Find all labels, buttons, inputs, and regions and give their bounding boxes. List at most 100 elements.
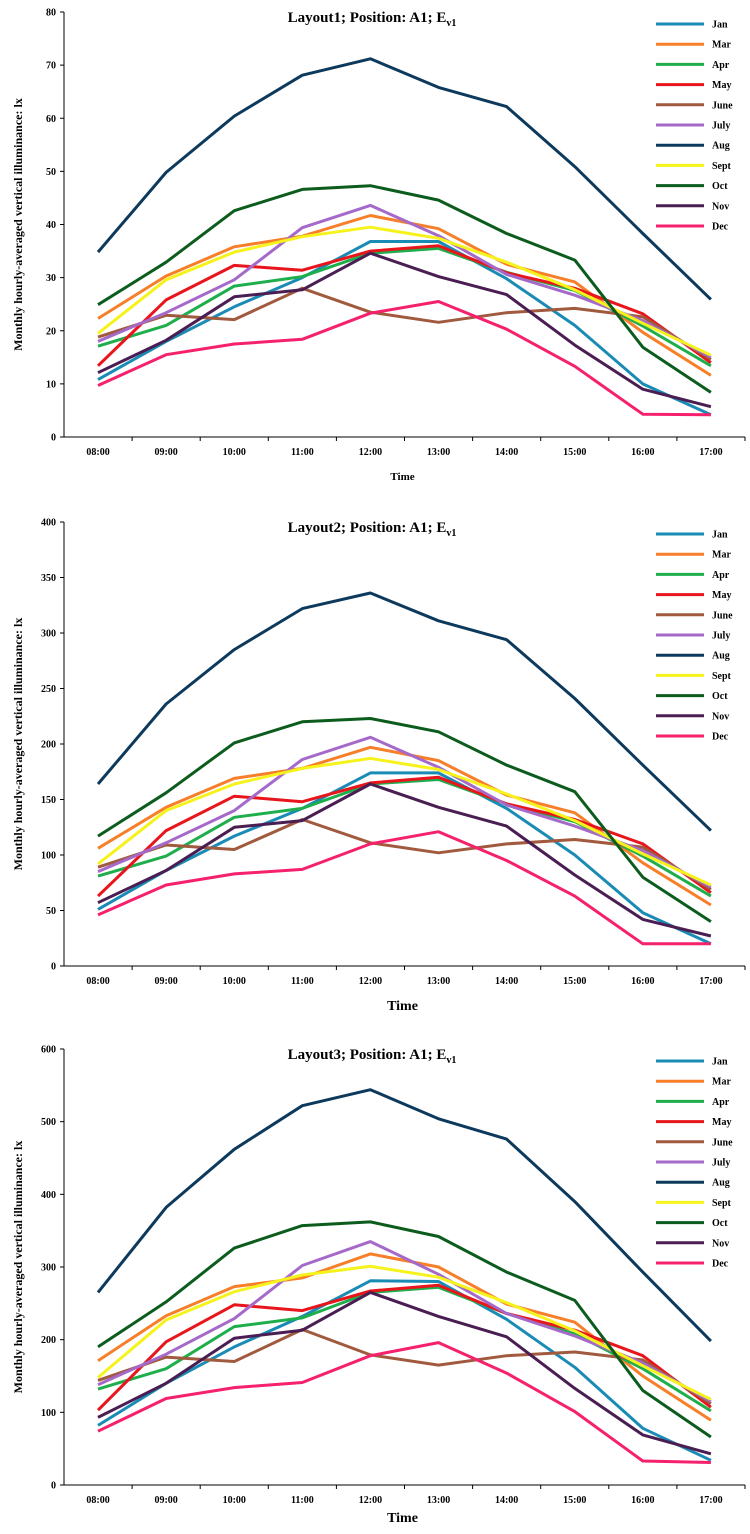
y-tick-label: 200: [41, 1335, 56, 1346]
x-tick-label: 14:00: [495, 976, 518, 987]
y-tick-label: 100: [41, 1408, 56, 1419]
series-line-oct: [97, 717, 712, 923]
series-line-dec: [97, 1341, 711, 1464]
legend-label-jan: Jan: [712, 530, 728, 541]
series-line-oct: [97, 184, 712, 394]
y-tick-label: 70: [46, 61, 56, 72]
series-line-aug: [96, 57, 712, 301]
series-line-aug: [96, 591, 712, 832]
y-tick-label: 300: [41, 1263, 56, 1274]
x-tick-label: 08:00: [86, 1495, 109, 1506]
x-tick-label: 11:00: [291, 1495, 314, 1506]
y-tick-label: 500: [41, 1117, 56, 1128]
legend-label-june: June: [712, 100, 733, 111]
y-tick-label: 250: [41, 684, 56, 695]
legend-label-may: May: [712, 590, 731, 601]
y-axis-label: Monthly hourly-averaged vertical illumin…: [11, 618, 25, 871]
legend-label-dec: Dec: [712, 222, 729, 233]
legend-label-oct: Oct: [712, 691, 728, 702]
legend-label-apr: Apr: [712, 1097, 730, 1108]
legend-label-june: June: [712, 1137, 733, 1148]
series-line-may: [96, 244, 712, 367]
x-tick-label: 08:00: [86, 976, 109, 987]
y-tick-label: 50: [46, 167, 56, 178]
legend-label-may: May: [712, 1117, 731, 1128]
legend-label-sept: Sept: [712, 161, 732, 172]
legend-label-july: July: [712, 121, 730, 132]
legend-label-may: May: [712, 80, 731, 91]
series-line-sept: [97, 1264, 712, 1401]
series-line-may: [96, 775, 712, 898]
series-line-dec: [97, 300, 711, 417]
y-tick-label: 80: [46, 8, 56, 19]
x-tick-label: 16:00: [631, 447, 654, 458]
y-tick-label: 10: [46, 379, 56, 390]
y-tick-label: 400: [41, 518, 56, 529]
y-tick-label: 600: [41, 1045, 56, 1056]
x-tick-label: 15:00: [563, 1495, 586, 1506]
legend-label-dec: Dec: [712, 732, 729, 743]
y-tick-label: 400: [41, 1190, 56, 1201]
x-tick-label: 13:00: [427, 447, 450, 458]
legend-label-jan: Jan: [712, 20, 728, 31]
y-tick-label: 0: [51, 1481, 56, 1492]
x-tick-label: 17:00: [699, 976, 722, 987]
x-axis-label: Time: [387, 1511, 418, 1526]
x-axis-label: Time: [387, 999, 418, 1014]
chart-title: Layout2; Position: A1; Ev1: [288, 520, 457, 539]
y-tick-label: 200: [41, 740, 56, 751]
legend-label-nov: Nov: [712, 201, 729, 212]
series-line-jan: [97, 240, 712, 417]
legend-label-july: July: [712, 631, 730, 642]
y-tick-label: 0: [51, 962, 56, 973]
y-tick-label: 350: [41, 573, 56, 584]
legend-label-oct: Oct: [712, 181, 728, 192]
chart-title: Layout1; Position: A1; Ev1: [288, 10, 457, 29]
legend-label-aug: Aug: [712, 1178, 730, 1189]
legend-label-apr: Apr: [712, 570, 730, 581]
y-tick-label: 100: [41, 851, 56, 862]
y-tick-label: 300: [41, 629, 56, 640]
x-tick-label: 16:00: [631, 1495, 654, 1506]
y-tick-label: 0: [51, 433, 56, 444]
x-tick-label: 14:00: [495, 447, 518, 458]
legend-label-oct: Oct: [712, 1218, 728, 1229]
chart-3: 0 100 200 300 400 500 600 08:00 09:00 10:00 11:00 1…: [11, 1045, 746, 1526]
y-axis-label: Monthly hourly-averaged vertical illumin…: [11, 1141, 25, 1394]
legend-label-apr: Apr: [712, 60, 730, 71]
series-line-jan: [97, 1279, 712, 1462]
legend-label-nov: Nov: [712, 711, 729, 722]
x-tick-label: 16:00: [631, 976, 654, 987]
x-tick-label: 12:00: [359, 976, 382, 987]
series-line-oct: [97, 1220, 712, 1439]
legend-label-jan: Jan: [712, 1057, 728, 1068]
legend-label-mar: Mar: [712, 40, 731, 51]
y-axis-label: Monthly hourly-averaged vertical illumin…: [11, 98, 25, 351]
chart-1: 0 10 20 30 40 50 60 70 80 08:00 09:00 10:00 11:00 12:…: [11, 8, 746, 483]
legend-label-mar: Mar: [712, 1077, 731, 1088]
series-line-nov: [97, 251, 712, 409]
series-line-nov: [97, 782, 712, 938]
legend-label-mar: Mar: [712, 550, 731, 561]
x-tick-label: 15:00: [563, 447, 586, 458]
legend-label-aug: Aug: [712, 651, 730, 662]
x-axis-label: Time: [390, 471, 414, 483]
x-tick-label: 11:00: [291, 976, 314, 987]
series-line-sept: [97, 756, 712, 887]
x-tick-label: 09:00: [154, 447, 177, 458]
y-tick-label: 30: [46, 273, 56, 284]
x-tick-label: 17:00: [699, 1495, 722, 1506]
x-tick-label: 12:00: [359, 447, 382, 458]
y-tick-label: 40: [46, 220, 56, 231]
series-line-july: [97, 203, 712, 359]
x-tick-label: 13:00: [427, 1495, 450, 1506]
x-tick-label: 10:00: [223, 447, 246, 458]
series-line-nov: [97, 1290, 712, 1456]
x-tick-label: 17:00: [699, 447, 722, 458]
series-line-may: [96, 1283, 712, 1412]
x-tick-label: 09:00: [154, 1495, 177, 1506]
series-line-sept: [97, 225, 712, 357]
series-line-apr: [97, 1285, 712, 1413]
series-line-aug: [96, 1088, 712, 1343]
